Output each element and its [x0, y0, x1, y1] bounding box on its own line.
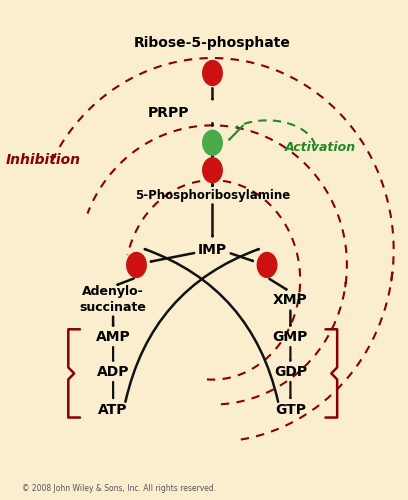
Circle shape — [203, 158, 222, 182]
Circle shape — [127, 252, 146, 278]
Text: XMP: XMP — [273, 293, 308, 307]
Text: Adenylo-
succinate: Adenylo- succinate — [80, 286, 146, 314]
Text: 5-Phosphoribosylamine: 5-Phosphoribosylamine — [135, 188, 290, 202]
Text: ATP: ATP — [98, 402, 128, 416]
Circle shape — [257, 252, 277, 278]
Text: ADP: ADP — [97, 365, 129, 379]
Text: GTP: GTP — [275, 402, 306, 416]
Text: Activation: Activation — [284, 142, 356, 154]
Text: GDP: GDP — [274, 365, 307, 379]
Text: Inhibition: Inhibition — [5, 153, 80, 167]
Text: GMP: GMP — [273, 330, 308, 344]
Circle shape — [203, 60, 222, 86]
Text: IMP: IMP — [198, 243, 227, 257]
Text: © 2008 John Wiley & Sons, Inc. All rights reserved.: © 2008 John Wiley & Sons, Inc. All right… — [22, 484, 216, 494]
Text: AMP: AMP — [96, 330, 131, 344]
Circle shape — [203, 130, 222, 156]
Text: Ribose-5-phosphate: Ribose-5-phosphate — [134, 36, 291, 50]
Text: PRPP: PRPP — [148, 106, 189, 120]
